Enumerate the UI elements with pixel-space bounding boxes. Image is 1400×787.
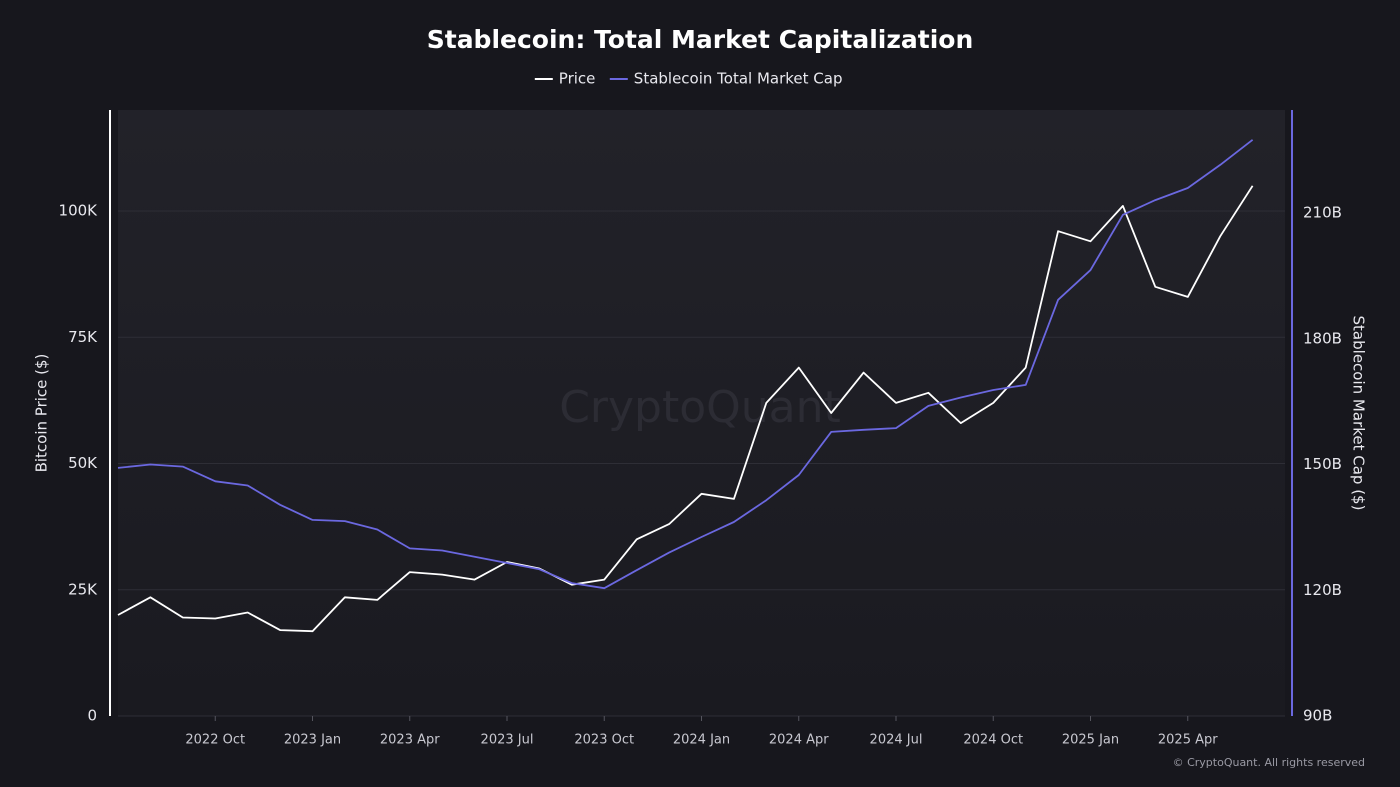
y2-axis-title: Stablecoin Market Cap ($)	[1350, 316, 1368, 511]
y2-tick-label: 120B	[1303, 581, 1342, 599]
x-tick-label: 2023 Jan	[284, 733, 341, 748]
chart-title: Stablecoin: Total Market Capitalization	[427, 25, 974, 54]
series-line	[117, 185, 1254, 633]
x-tick-label: 2022 Oct	[185, 733, 245, 748]
x-tick-label: 2024 Jan	[673, 733, 730, 748]
watermark: CryptoQuant	[559, 382, 841, 433]
y-tick-label: 25K	[68, 580, 98, 598]
series-line	[117, 139, 1254, 590]
y-tick-label: 50K	[68, 454, 98, 472]
x-tick-label: 2023 Jul	[481, 733, 534, 748]
x-tick-label: 2023 Oct	[574, 733, 634, 748]
x-tick-label: 2025 Jan	[1062, 733, 1119, 748]
y-tick-label: 100K	[59, 202, 99, 220]
y2-tick-label: 210B	[1303, 204, 1342, 222]
legend-label: Price	[559, 70, 596, 88]
y2-tick-label: 90B	[1303, 707, 1332, 725]
x-tick-label: 2024 Oct	[963, 733, 1023, 748]
x-tick-label: 2023 Apr	[380, 733, 440, 748]
y-tick-label: 0	[87, 707, 97, 725]
y2-tick-label: 180B	[1303, 329, 1342, 347]
y-tick-label: 75K	[68, 328, 98, 346]
footer: © CryptoQuant. All rights reserved	[1173, 756, 1365, 769]
x-tick-label: 2024 Jul	[870, 733, 923, 748]
x-tick-label: 2024 Apr	[769, 733, 829, 748]
legend-label: Stablecoin Total Market Cap	[634, 70, 843, 88]
x-tick-label: 2025 Apr	[1158, 733, 1218, 748]
y-axis-title: Bitcoin Price ($)	[33, 354, 51, 473]
y2-tick-label: 150B	[1303, 455, 1342, 473]
